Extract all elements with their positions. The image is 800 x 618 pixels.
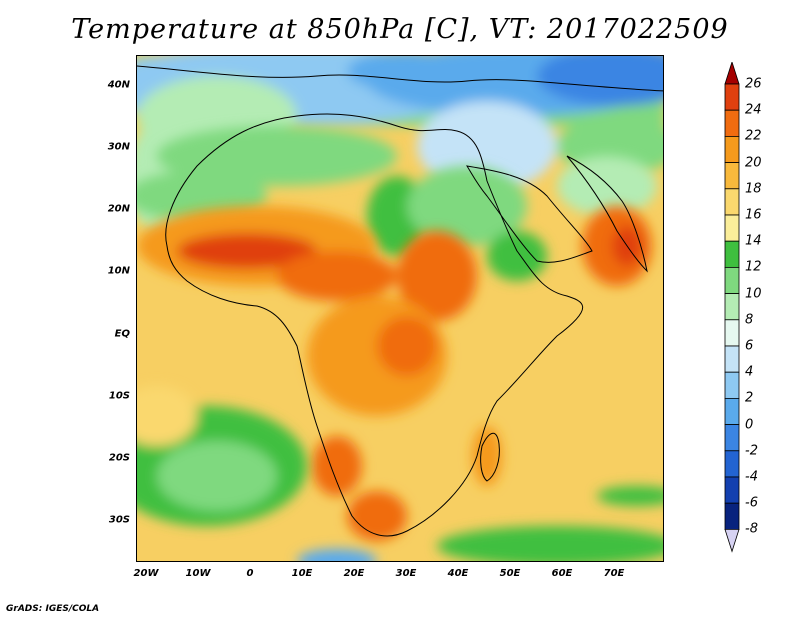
colorbar-label: 26 xyxy=(745,76,762,92)
colorbar-label: -8 xyxy=(745,521,758,537)
lon-label: 30E xyxy=(395,568,417,579)
colorbar-label: 24 xyxy=(745,102,762,118)
colorbar-label: 8 xyxy=(745,312,754,328)
lon-label: 60E xyxy=(551,568,573,579)
atlantic-green xyxy=(137,386,663,561)
colorbar-swatch xyxy=(724,83,740,111)
lon-label: 20W xyxy=(133,568,159,579)
colorbar-bottom-arrow xyxy=(724,528,740,553)
lon-label: 0 xyxy=(246,568,254,579)
colorbar-swatch xyxy=(724,424,740,452)
coastlines xyxy=(137,65,663,537)
lat-label: 10S xyxy=(108,390,130,402)
colorbar-top-arrow xyxy=(724,62,740,85)
lat-label: 20S xyxy=(108,452,130,464)
lon-label: 10W xyxy=(185,568,211,579)
colorbar-label: 12 xyxy=(745,259,762,275)
colorbar-label: 6 xyxy=(745,338,754,354)
credit-text: GrADS: IGES/COLA xyxy=(6,604,100,614)
map-canvas xyxy=(137,56,663,561)
colorbar xyxy=(724,62,740,553)
colorbar-swatch xyxy=(724,266,740,294)
colorbar-swatch xyxy=(724,319,740,347)
colorbar-label: 20 xyxy=(745,155,762,171)
lat-label: 10N xyxy=(107,265,130,277)
hot-regions xyxy=(137,206,652,541)
colorbar-label: 2 xyxy=(745,390,754,406)
colorbar-label: -6 xyxy=(745,495,758,511)
lon-label: 70E xyxy=(603,568,625,579)
lon-label: 20E xyxy=(343,568,365,579)
colorbar-label: 14 xyxy=(745,233,762,249)
colorbar-swatch xyxy=(724,397,740,425)
colorbar-label: 18 xyxy=(745,181,762,197)
colorbar-label: 4 xyxy=(745,364,754,380)
colorbar-label: 10 xyxy=(745,286,762,302)
colorbar-swatch xyxy=(724,109,740,137)
lon-label: 10E xyxy=(291,568,313,579)
colorbar-swatch xyxy=(724,450,740,478)
lat-label: 30S xyxy=(108,514,130,526)
colorbar-label: 16 xyxy=(745,207,762,223)
colorbar-label: -4 xyxy=(745,469,758,485)
colorbar-label: -2 xyxy=(745,443,758,459)
map-title: Temperature at 850hPa [C], VT: 201702250… xyxy=(71,14,729,45)
lat-label: 40N xyxy=(107,79,130,91)
colorbar-swatch xyxy=(724,162,740,190)
colorbar-label: 0 xyxy=(745,417,754,433)
green-patches xyxy=(137,126,657,281)
lon-label: 40E xyxy=(447,568,469,579)
colorbar-swatch xyxy=(724,371,740,399)
lat-label: 20N xyxy=(107,203,130,215)
colorbar-swatch xyxy=(724,293,740,321)
colorbar-swatch xyxy=(724,136,740,164)
colorbar-label: 22 xyxy=(745,128,762,144)
colorbar-swatch xyxy=(724,502,740,530)
colorbar-swatch xyxy=(724,214,740,242)
colorbar-swatch xyxy=(724,476,740,504)
lat-label: EQ xyxy=(114,328,130,340)
colorbar-swatch xyxy=(724,345,740,373)
colorbar-swatch xyxy=(724,188,740,216)
temperature-map xyxy=(136,55,664,562)
lon-label: 50E xyxy=(499,568,521,579)
colorbar-swatch xyxy=(724,240,740,268)
lat-label: 30N xyxy=(107,141,130,153)
